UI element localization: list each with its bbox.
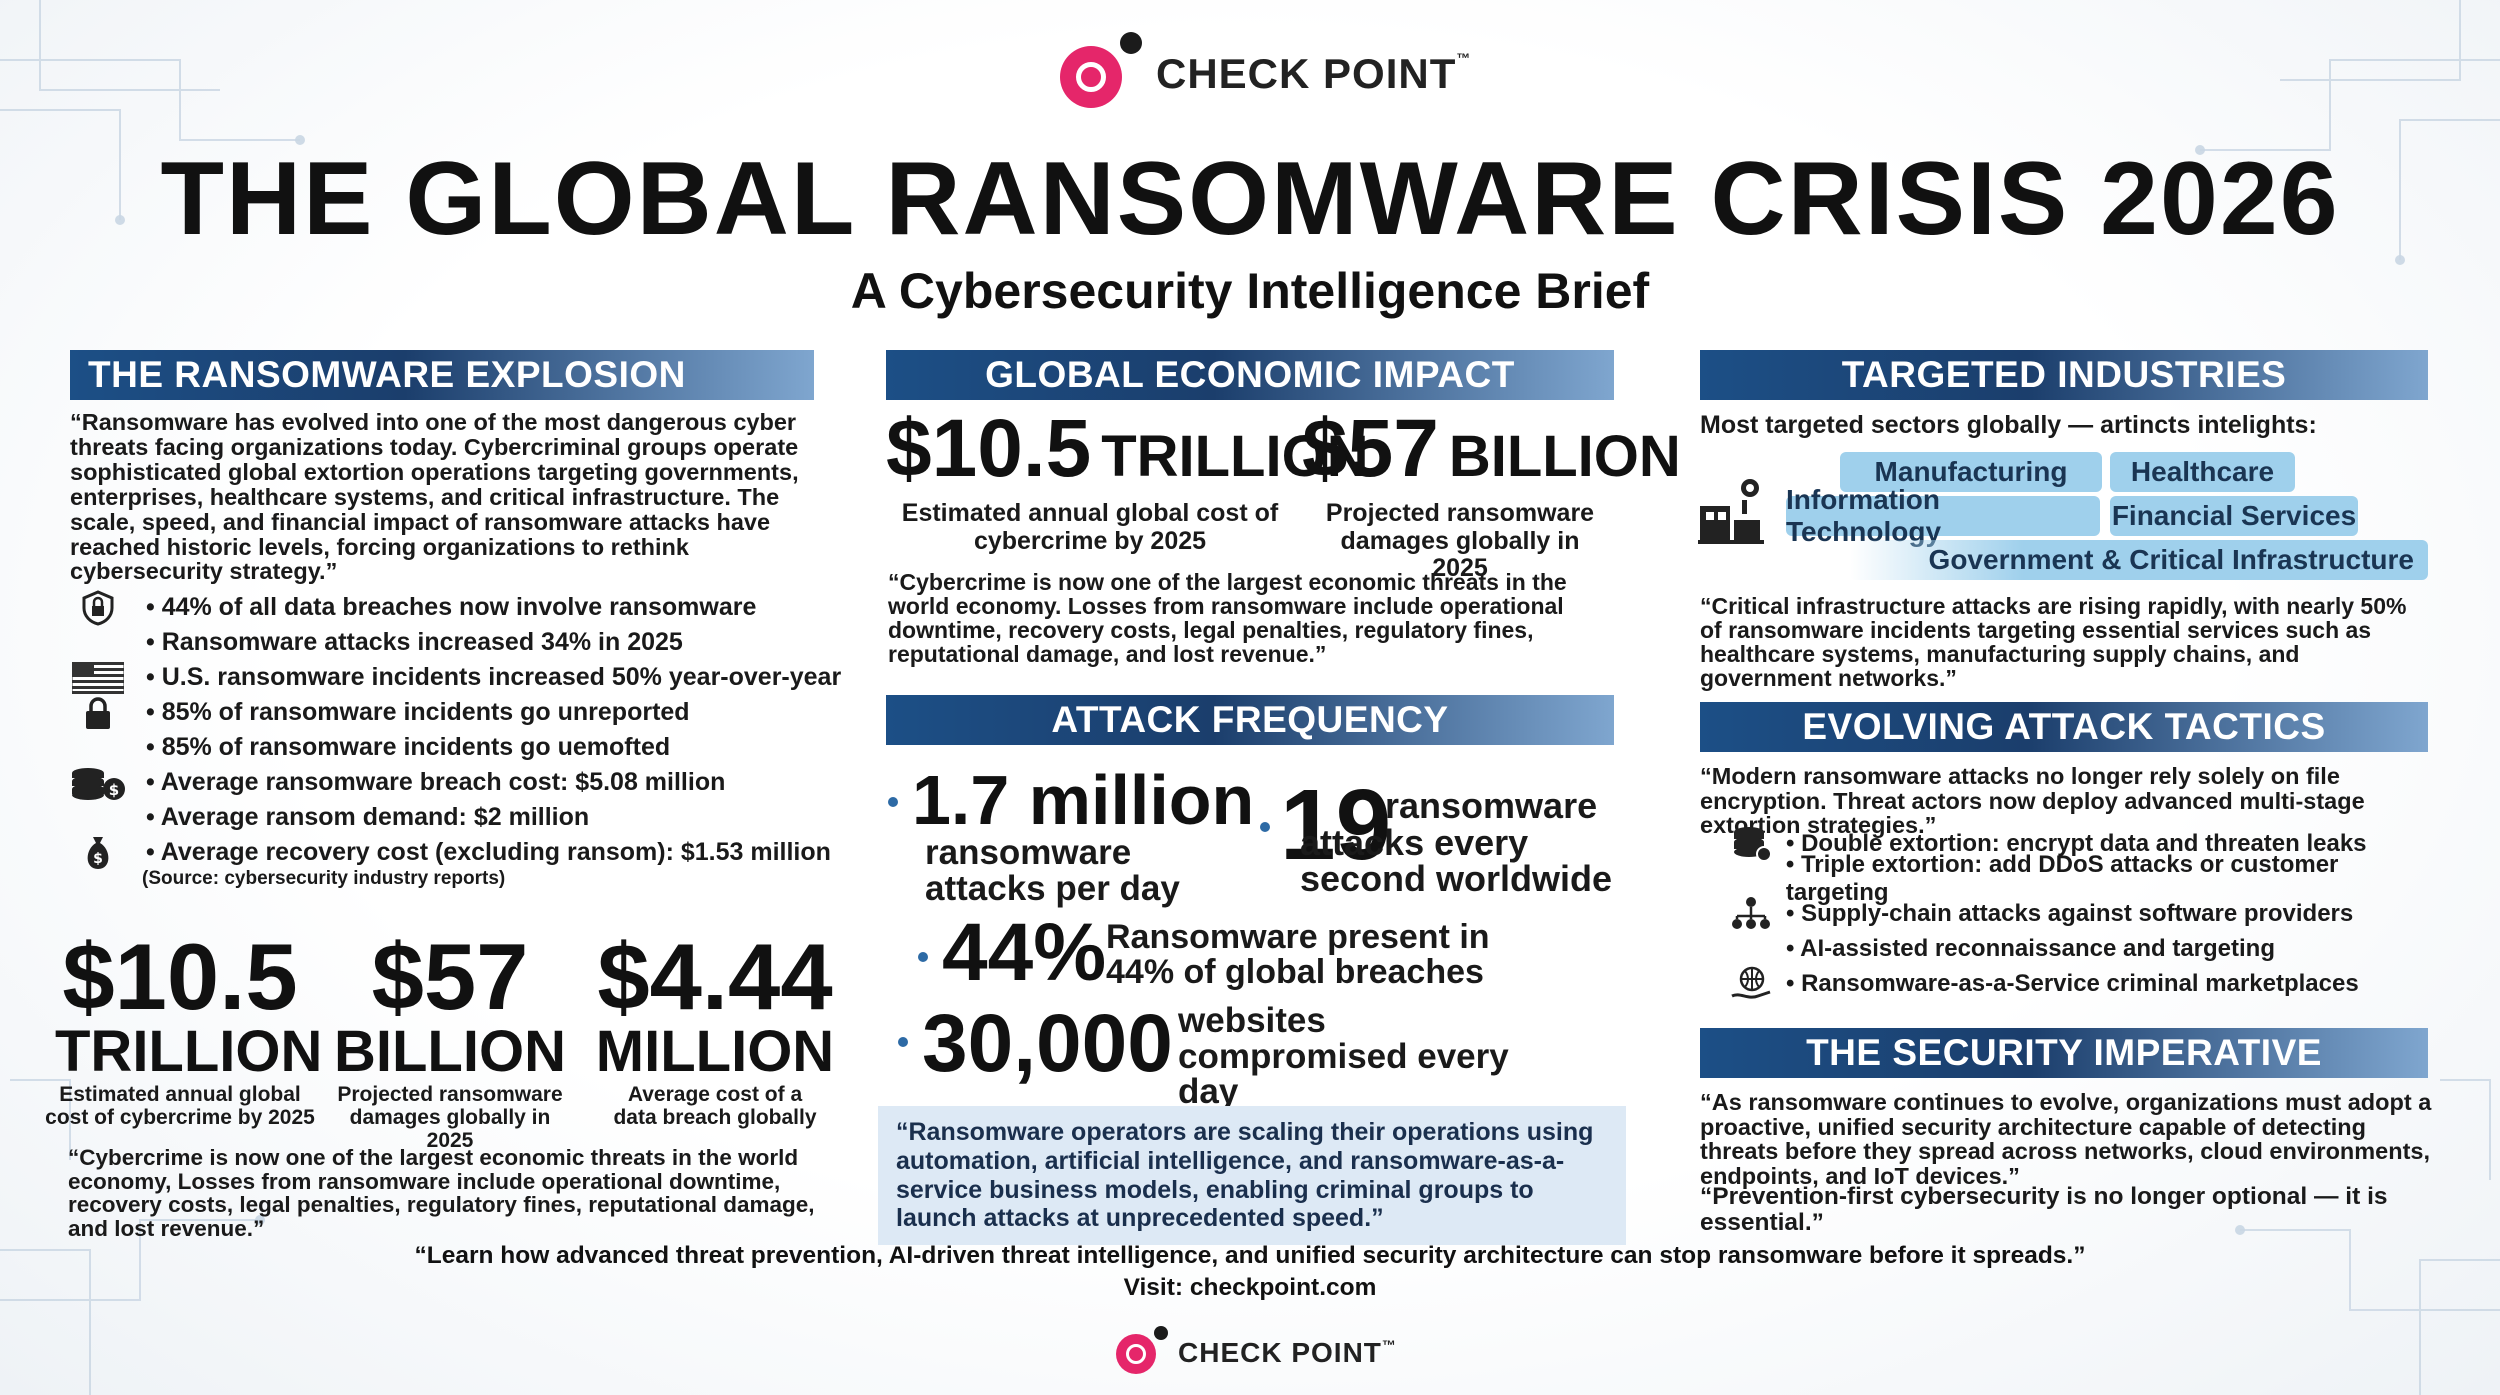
list-item: • 85% of ransomware incidents go uemofte… <box>146 733 671 761</box>
svg-text:$: $ <box>93 851 103 867</box>
frequency-callout: “Ransomware operators are scaling their … <box>878 1106 1626 1245</box>
economic-stat-2-caption: Projected ransomware damages globally in… <box>1325 499 1595 582</box>
industry-chip-financial: Financial Services <box>2110 496 2358 536</box>
padlock-icon <box>68 696 128 730</box>
stat-unit: MILLION <box>595 1019 835 1084</box>
list-item: • AI-assisted reconnaissance and targeti… <box>1786 934 2275 962</box>
industry-icon <box>1698 476 1764 551</box>
stat-unit: BILLION <box>334 1019 566 1084</box>
list-item: • Average ransom demand: $2 million <box>146 803 590 831</box>
brand-name: CHECK POINT™ <box>1156 50 1472 97</box>
frequency-heading: ATTACK FREQUENCY <box>886 695 1614 745</box>
bullet-dot-icon <box>898 1037 908 1047</box>
tactics-bullet-list: • Double extortion: encrypt data and thr… <box>1726 826 2446 1001</box>
imperative-heading: THE SECURITY IMPERATIVE <box>1700 1028 2428 1078</box>
stat-value: $4.44 <box>597 924 833 1029</box>
list-item: $ • Average recovery cost (excluding ran… <box>68 835 848 870</box>
checkpoint-link[interactable]: checkpoint.com <box>1189 1274 1377 1301</box>
economic-heading: GLOBAL ECONOMIC IMPACT <box>886 350 1614 400</box>
frequency-value: 19 <box>1280 769 1392 881</box>
explosion-quote: “Ransomware has evolved into one of the … <box>70 409 799 585</box>
frequency-label: Ransomware present in 44% of global brea… <box>1106 918 1490 991</box>
economic-stat-1-caption: Estimated annual global cost of cybercri… <box>901 499 1279 555</box>
list-item: • U.S. ransomware incidents increased 50… <box>68 660 848 695</box>
explosion-heading: THE RANSOMWARE EXPLOSION <box>70 350 814 400</box>
page-title: THE GLOBAL RANSOMWARE CRISIS 2026 <box>160 141 2340 257</box>
footer-logo: CHECK POINT™ <box>1116 1322 1397 1374</box>
imperative-quote: “As ransomware continues to evolve, orga… <box>1700 1089 2432 1190</box>
economic-quote: “Cybercrime is now one of the largest ec… <box>888 569 1567 668</box>
industries-heading: TARGETED INDUSTRIES <box>1700 350 2428 400</box>
brand-logo: CHECK POINT™ <box>1060 28 1471 108</box>
stat-caption: Projected ransomware damages globally in… <box>337 1083 563 1153</box>
page-subtitle: A Cybersecurity Intelligence Brief <box>850 263 1650 319</box>
explosion-bullet-list: • 44% of all data breaches now involve r… <box>68 589 848 870</box>
frequency-label: websites compromised every day <box>1178 1001 1509 1112</box>
stat-value: $57 <box>371 924 529 1029</box>
source-note: (Source: cybersecurity industry reports) <box>142 868 506 889</box>
list-item: • Ransomware attacks increased 34% in 20… <box>146 628 683 656</box>
us-flag-icon <box>68 661 128 694</box>
list-item: • 44% of all data breaches now involve r… <box>68 589 848 626</box>
industry-chip-healthcare: Healthcare <box>2110 452 2295 492</box>
database-icon <box>1726 826 1776 862</box>
industries-intro: Most targeted sectors globally — artinct… <box>1700 411 2317 439</box>
industry-chip-government: Government & Critical Infrastructure <box>1850 540 2428 580</box>
bullet-dot-icon <box>918 952 928 962</box>
footer-cta: “Learn how advanced threat prevention, A… <box>414 1242 2086 1269</box>
imperative-closing: “Prevention-first cybersecurity is no lo… <box>1700 1183 2388 1236</box>
list-item: • Supply-chain attacks against software … <box>1726 896 2446 931</box>
explosion-bottom-quote: “Cybercrime is now one of the largest ec… <box>68 1145 815 1241</box>
bullet-dot-icon <box>1260 822 1270 832</box>
checkpoint-logo-icon <box>1116 1322 1168 1374</box>
list-item: • Ransomware-as-a-Service criminal marke… <box>1726 966 2446 1001</box>
money-bag-icon: $ <box>68 835 128 871</box>
economic-stat-2: $57 BILLION <box>1302 403 1681 494</box>
coins-icon: $ <box>68 765 128 801</box>
stat-caption: Average cost of a data breach globally <box>613 1083 817 1130</box>
network-hierarchy-icon <box>1726 896 1776 932</box>
frequency-label: ransomware attacks per day <box>925 833 1180 908</box>
frequency-value: 44% <box>942 907 1107 998</box>
lock-shield-icon <box>68 589 128 626</box>
stat-caption: Estimated annual global cost of cybercri… <box>45 1083 315 1130</box>
list-item: $ • Average ransomware breach cost: $5.0… <box>68 765 848 800</box>
stat-value: $10.5 <box>62 924 298 1029</box>
globe-hand-icon <box>1726 966 1776 1002</box>
industry-chip-manufacturing: Manufacturing <box>1840 452 2102 492</box>
list-item: • Double extortion: encrypt data and thr… <box>1726 826 2446 862</box>
list-item: • 85% of ransomware incidents go unrepor… <box>68 695 848 730</box>
footer-visit: Visit: checkpoint.com <box>1123 1274 1377 1301</box>
tactics-heading: EVOLVING ATTACK TACTICS <box>1700 702 2428 752</box>
industry-chip-it: Information Technology <box>1786 484 2100 547</box>
bullet-dot-icon <box>888 797 898 807</box>
frequency-label: ransomware attacks every second worldwid… <box>1300 785 1613 900</box>
frequency-value: 30,000 <box>922 998 1173 1089</box>
checkpoint-logo-icon <box>1060 28 1142 108</box>
economic-stat-1: $10.5 TRILLION <box>886 403 1369 494</box>
industries-quote: “Critical infrastructure attacks are ris… <box>1700 593 2407 692</box>
stat-unit: TRILLION <box>55 1019 323 1084</box>
footer-brand-name: CHECK POINT™ <box>1178 1337 1397 1368</box>
list-item: • Triple extortion: add DDoS attacks or … <box>1785 850 2339 906</box>
frequency-value: 1.7 million <box>912 761 1255 839</box>
svg-text:$: $ <box>109 781 119 799</box>
